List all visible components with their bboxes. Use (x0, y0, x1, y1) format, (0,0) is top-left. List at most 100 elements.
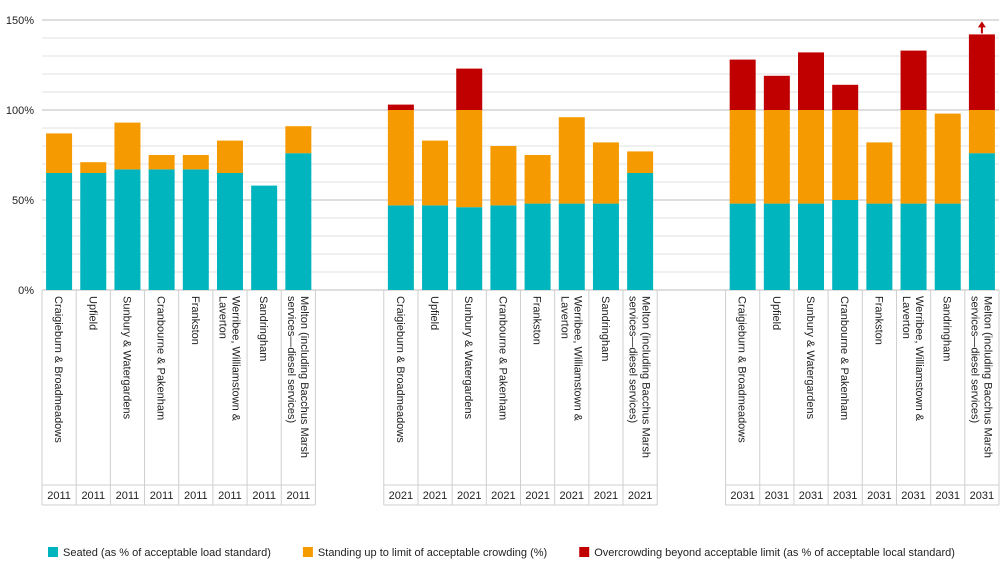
bar-segment (114, 169, 141, 290)
year-label: 2031 (765, 490, 789, 502)
legend-label: Overcrowding beyond acceptable limit (as… (594, 547, 955, 559)
arrow-head (977, 21, 986, 28)
legend-swatch (48, 547, 58, 557)
bar-segment (216, 140, 243, 173)
legend-swatch (302, 547, 313, 557)
year-label: 2021 (560, 490, 584, 502)
x-tick-label: Sunbury & Watergardens (120, 296, 132, 420)
year-label: 2011 (81, 490, 105, 502)
year-label: 2021 (525, 490, 549, 502)
y-tick-label: 0% (18, 285, 34, 297)
x-tick-label: Sandringham (941, 296, 953, 361)
bar-segment (251, 185, 278, 290)
bar-segment (456, 68, 483, 110)
x-tick-label: Melton (including Bacchus Marshservices—… (285, 296, 310, 458)
bar-segment (798, 203, 825, 290)
bar-segment (798, 110, 825, 204)
bar-segment (627, 173, 654, 290)
year-label: 2011 (287, 490, 311, 502)
year-label: 2031 (867, 490, 891, 502)
x-tick-label: Upfield (86, 296, 98, 330)
bar-segment (216, 173, 243, 290)
bar-segment (866, 203, 893, 290)
bar-segment (832, 110, 859, 200)
year-label: 2031 (799, 490, 823, 502)
bar-segment (900, 203, 927, 290)
x-tick-label: Craigieburn & Broadmeadows (52, 296, 64, 443)
x-tick-label: Werribee, Williamstown &Laverton (216, 296, 241, 422)
bar-segment (763, 203, 790, 290)
legend-label: Standing up to limit of acceptable crowd… (318, 547, 547, 559)
x-tick-label: Frankston (531, 296, 543, 345)
bar-segment (524, 203, 551, 290)
x-tick-label: Sunbury & Watergardens (804, 296, 816, 420)
legend-label: Seated (as % of acceptable load standard… (63, 547, 271, 559)
year-label: 2011 (252, 490, 276, 502)
year-label: 2031 (935, 490, 959, 502)
bar-segment (866, 142, 893, 204)
x-tick-label: Upfield (428, 296, 440, 330)
year-label: 2031 (901, 490, 925, 502)
bar-segment (285, 126, 312, 154)
year-label: 2021 (457, 490, 481, 502)
x-tick-label: Frankston (872, 296, 884, 345)
bar-segment (46, 133, 73, 173)
bar-segment (592, 203, 619, 290)
bar-segment (456, 207, 483, 290)
bar-segment (832, 84, 859, 110)
bar-segment (456, 110, 483, 208)
year-label: 2021 (389, 490, 413, 502)
year-label: 2031 (730, 490, 754, 502)
bar-segment (387, 110, 414, 206)
year-label: 2021 (491, 490, 515, 502)
x-tick-label: Craigieburn & Broadmeadows (736, 296, 748, 443)
bar-segment (729, 110, 756, 204)
year-label: 2021 (628, 490, 652, 502)
bar-segment (148, 155, 175, 170)
bar-segment (934, 113, 961, 204)
year-label: 2031 (970, 490, 994, 502)
bar-segment (285, 153, 312, 290)
bar-segment (387, 104, 414, 110)
x-tick-label: Cranbourne & Pakenham (155, 296, 167, 420)
bar-segment (934, 203, 961, 290)
bar-segment (729, 59, 756, 110)
x-tick-label: Melton (including Bacchus Marshservices—… (627, 296, 652, 458)
bar-segment (422, 205, 449, 290)
bar-segment (627, 151, 654, 173)
bar-segment (46, 173, 73, 290)
bar-segment (763, 110, 790, 204)
bar-segment (80, 162, 107, 173)
y-tick-label: 150% (6, 15, 34, 27)
year-label: 2031 (833, 490, 857, 502)
year-label: 2011 (47, 490, 71, 502)
y-tick-label: 50% (12, 195, 34, 207)
x-tick-label: Sandringham (257, 296, 269, 361)
bar-segment (114, 122, 141, 170)
year-label: 2011 (116, 490, 140, 502)
bar-segment (832, 200, 859, 290)
year-label: 2011 (150, 490, 174, 502)
bar-segment (558, 203, 585, 290)
bar-segment (490, 205, 517, 290)
y-tick-label: 100% (6, 105, 34, 117)
x-tick-label: Werribee, Williamstown &Laverton (558, 296, 583, 422)
x-tick-label: Cranbourne & Pakenham (838, 296, 850, 420)
bar-segment (148, 169, 175, 290)
x-tick-label: Werribee, Williamstown &Laverton (900, 296, 925, 422)
year-label: 2011 (184, 490, 208, 502)
bar-segment (422, 140, 449, 206)
legend-swatch (579, 547, 590, 557)
bar-segment (900, 50, 927, 110)
x-tick-label: Sunbury & Watergardens (462, 296, 474, 420)
bar-segment (524, 155, 551, 204)
bar-segment (182, 155, 209, 170)
year-label: 2021 (594, 490, 618, 502)
bar-segment (968, 110, 995, 154)
bar-segment (968, 34, 995, 110)
x-tick-label: Frankston (189, 296, 201, 345)
bar-segment (80, 173, 107, 290)
x-tick-label: Upfield (770, 296, 782, 330)
bar-segment (387, 205, 414, 290)
